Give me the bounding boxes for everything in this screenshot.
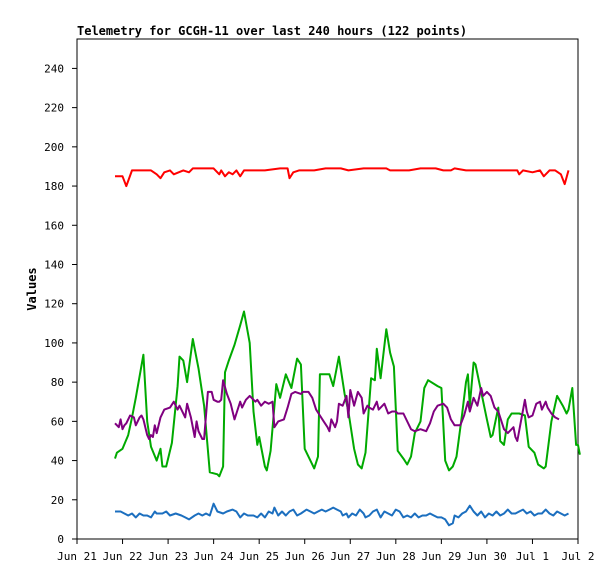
plot-area [76, 38, 579, 540]
y-tick-label: 220 [44, 102, 64, 115]
series-line [115, 167, 570, 188]
x-tick-label: Jul 1 [516, 550, 549, 563]
y-tick-label: 0 [57, 533, 64, 546]
x-tick-label: Jun 21 [57, 550, 97, 563]
x-tick-label: Jun 27 [330, 550, 370, 563]
y-tick-label: 200 [44, 141, 64, 154]
x-axis: Jun 21 Jun 22 Jun 23 Jun 24 Jun 25 Jun 26 Jun … [57, 539, 595, 563]
y-tick-label: 100 [44, 337, 64, 350]
x-tick-label: Jun 30 [467, 550, 507, 563]
x-tick-label: Jul 2 [561, 550, 594, 563]
x-tick-label: Jun 28 [376, 550, 416, 563]
y-axis: 0 20 40 60 80 100 120 140 160 180 200 220 240 [44, 62, 77, 546]
y-tick-label: 120 [44, 298, 64, 311]
x-tick-label: Jun 24 [194, 550, 234, 563]
y-axis-title: Values [25, 267, 39, 310]
y-tick-label: 240 [44, 62, 64, 75]
x-tick-label: Jun 26 [285, 550, 325, 563]
y-tick-label: 80 [51, 376, 64, 389]
chart-title: Telemetry for GCGH-11 over last 240 hour… [77, 24, 467, 38]
y-tick-label: 40 [51, 455, 64, 468]
x-tick-label: Jun 23 [148, 550, 188, 563]
y-tick-label: 20 [51, 494, 64, 507]
x-tick-label: Jun 29 [421, 550, 461, 563]
x-tick-label: Jun 25 [239, 550, 279, 563]
x-tick-label: Jun 22 [103, 550, 143, 563]
series-layer [114, 167, 581, 527]
y-tick-label: 140 [44, 258, 64, 271]
series-line [114, 379, 560, 442]
series-line [115, 502, 569, 527]
y-tick-label: 180 [44, 180, 64, 193]
series-line [114, 310, 581, 478]
y-tick-label: 60 [51, 415, 64, 428]
y-tick-label: 160 [44, 219, 64, 232]
